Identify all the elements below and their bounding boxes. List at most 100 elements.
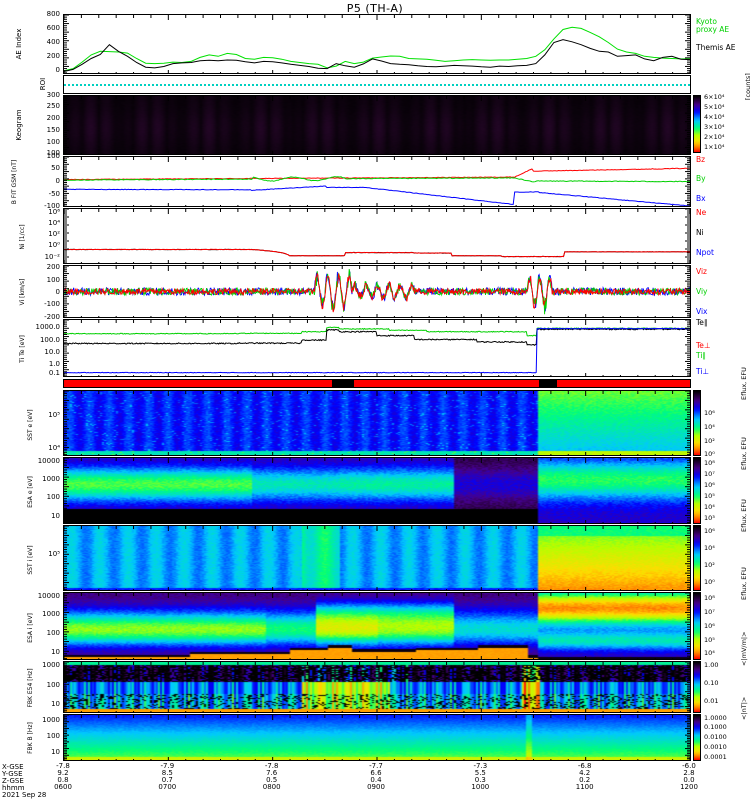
axis-tick-x-gse-3: -7.7: [369, 762, 383, 770]
ytick-ae-0: 0: [55, 66, 60, 74]
axis-tick-x-gse-6: -6.0: [682, 762, 696, 770]
axis-tick-x-gse-4: -7.3: [473, 762, 488, 770]
ytick-keo-100b: 100: [46, 149, 60, 157]
panel-sst-ion: [63, 525, 691, 591]
ytick-fbke-100: 100: [46, 681, 60, 689]
ytick-esae-100: 100: [46, 493, 60, 501]
ytick-esae-1000: 1000: [42, 475, 60, 483]
ytick-b-100: 100: [46, 152, 60, 160]
axis-tick-hhmm-3: 0900: [367, 783, 385, 791]
ytick-vi-m200: -200: [44, 313, 60, 321]
ytick-b-m100: -100: [44, 202, 60, 210]
colorbar-sst-ion: [693, 525, 701, 591]
cbtick-fbke-001: 0.01: [704, 697, 719, 705]
cbtitle-sst-electron: Eflux, EFU: [740, 367, 748, 400]
cbtitle-sst-ion: Eflux, EFU: [740, 499, 748, 532]
cbtick-ssti-1e0: 10⁰: [704, 578, 715, 586]
ytick-ni-1e0: 10⁰: [48, 241, 60, 249]
ytick-keo-250: 250: [46, 102, 60, 110]
ytick-ae-400: 400: [46, 38, 60, 46]
legend-ti-perp: Ti⊥: [696, 367, 709, 376]
cbtick-esae-1e3: 10³: [704, 514, 715, 522]
cbtick-fbkb-1: 1.0000: [704, 714, 727, 722]
cbtitle-esa-ion: Eflux, EFU: [740, 567, 748, 600]
cbtick-esai-1e8: 10⁸: [704, 594, 715, 602]
cbtick-keo-5e4: 5×10⁴: [704, 103, 725, 111]
panel-vi: [63, 265, 691, 318]
ytick-esae-10: 10: [51, 512, 60, 520]
axis-tick-z-gse-5: 0.2: [579, 776, 591, 784]
cbtitle-keogram: [counts]: [744, 73, 750, 100]
legend-ne: Ne: [696, 208, 707, 217]
ytick-ti-01: 0.1: [48, 369, 60, 377]
axis-row-label-y-gse: Y-GSE: [2, 770, 23, 778]
sst-ion-spectrogram: [64, 526, 690, 590]
ni-traces: [64, 248, 690, 258]
cbtick-sste-1e4: 10⁴: [704, 423, 715, 431]
ytick-esai-10000: 10000: [37, 592, 60, 600]
axis-tick-hhmm-0: 0600: [54, 783, 72, 791]
ytick-ssti-1e5: 10⁵: [48, 550, 60, 558]
ytick-fbke-1000: 1000: [42, 661, 60, 669]
ylabel-sst-ion: SST i [eV]: [27, 545, 34, 575]
cbtick-fbke-1: 1.00: [704, 661, 719, 669]
axis-row-label-hhmm: hhmm: [2, 784, 25, 792]
axis-tick-z-gse-1: 0.7: [161, 776, 173, 784]
cbtitle-fbk-e54: <|mV/m|>: [740, 631, 748, 666]
ytick-keo-200: 200: [46, 114, 60, 122]
axis-tick-z-gse-6: 0.0: [683, 776, 695, 784]
legend-ni: Ni: [696, 228, 704, 237]
ytick-ae-800: 800: [46, 10, 60, 18]
axis-tick-z-gse-2: 0.5: [266, 776, 278, 784]
ytick-ti-10: 10.0: [44, 348, 60, 356]
ytick-vi-200: 200: [46, 263, 60, 271]
axis-tick-y-gse-1: 8.5: [161, 769, 173, 777]
ytick-ni-1e4: 10⁴: [48, 219, 60, 227]
cbtick-ssti-1e4: 10⁴: [704, 544, 715, 552]
axis-tick-z-gse-0: 0.8: [57, 776, 69, 784]
axis-tick-y-gse-3: 6.6: [370, 769, 382, 777]
ytick-sste-1e4: 10⁴: [48, 444, 60, 452]
cbtick-esai-1e4: 10⁴: [704, 649, 715, 657]
ytick-esae-10000: 10000: [37, 457, 60, 465]
axis-tick-z-gse-3: 0.4: [370, 776, 382, 784]
legend-te-para: Te∥: [696, 318, 708, 327]
cbtick-fbkb-01: 0.1000: [704, 723, 727, 731]
legend-viy: Viy: [696, 287, 708, 296]
cbtick-esae-1e4: 10⁴: [704, 503, 715, 511]
ytick-fbkb-10: 10: [51, 748, 60, 756]
cbtick-esae-1e7: 10⁷: [704, 470, 715, 478]
axis-tick-hhmm-1: 0700: [158, 783, 177, 791]
sst-electron-spectrogram: [64, 391, 690, 455]
colorbar-keogram: [693, 95, 701, 153]
colorbar-esa-electron: [693, 457, 701, 524]
panel-ni: [63, 208, 691, 264]
panel-fbk-e54: [63, 661, 691, 713]
axis-row-label-x-gse: X-GSE: [2, 763, 24, 771]
panel-sst-electron: [63, 390, 691, 456]
ytick-ni-1e6: 10⁶: [48, 208, 60, 216]
axis-tick-y-gse-2: 7.6: [266, 769, 278, 777]
colorbar-esa-ion: [693, 592, 701, 660]
ytick-fbkb-100: 100: [46, 732, 60, 740]
ytick-ae-600: 600: [46, 24, 60, 32]
panel-ae-index: [63, 14, 691, 74]
axis-tick-hhmm-4: 1000: [471, 783, 490, 791]
ytick-b-50: 50: [51, 164, 60, 172]
axis-tick-hhmm-2: 0800: [262, 783, 281, 791]
colorbar-fbk-e54: [693, 661, 701, 713]
cbtick-keo-3e4: 3×10⁴: [704, 123, 725, 131]
cbtick-keo-4e4: 4×10⁴: [704, 113, 725, 121]
ytick-ti-1: 1.0: [48, 360, 60, 368]
cbtick-esae-1e5: 10⁵: [704, 492, 715, 500]
cbtick-esae-1e6: 10⁶: [704, 481, 715, 489]
legend-kyoto-proxy-ae: Kyoto proxy AE: [696, 17, 730, 34]
axis-tick-x-gse-0: -7.8: [56, 762, 70, 770]
legend-ti-para: Ti∥: [696, 351, 707, 360]
legend-by: By: [696, 174, 706, 183]
ytick-b-0: 0: [55, 177, 60, 185]
axis-tick-z-gse-4: 0.3: [474, 776, 486, 784]
ytick-b-m50: -50: [48, 190, 60, 198]
axis-tick-y-gse-4: 5.5: [474, 769, 486, 777]
